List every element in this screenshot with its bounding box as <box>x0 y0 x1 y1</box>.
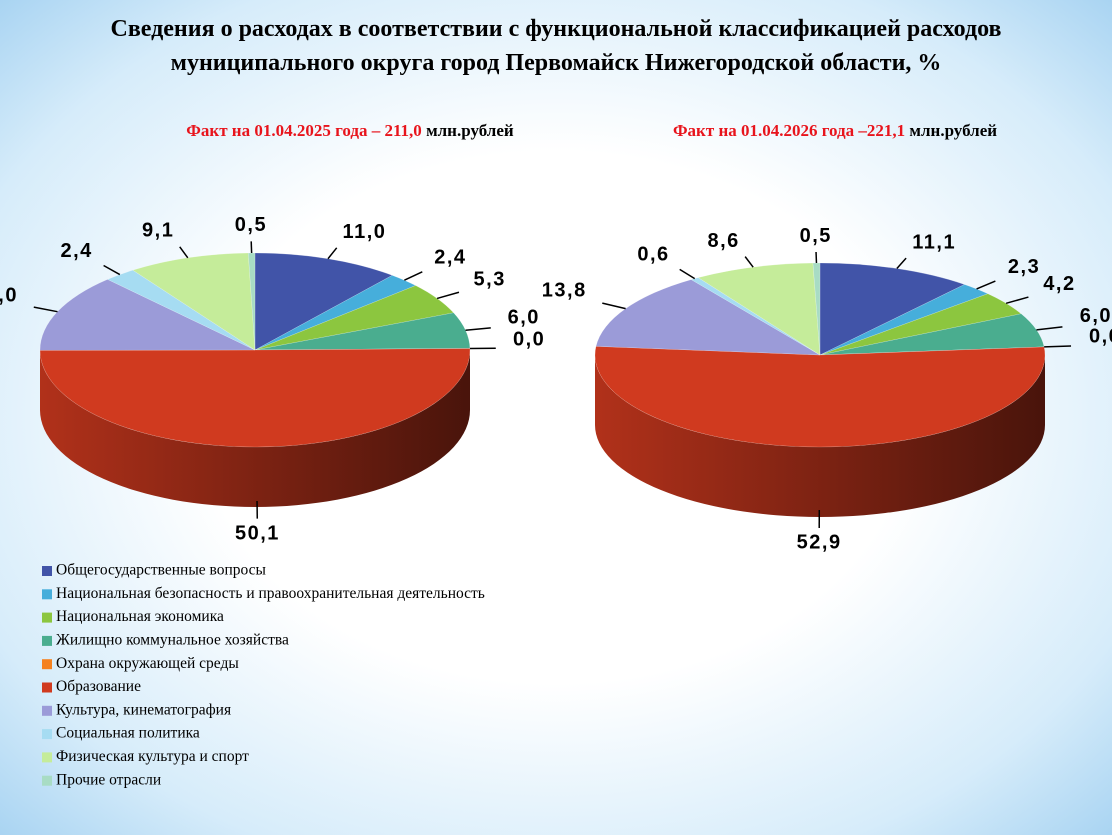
data-label: 0,5 <box>235 214 267 236</box>
data-label: 52,9 <box>797 532 842 554</box>
data-label: 11,0 <box>343 221 387 243</box>
data-label: 9,1 <box>142 220 174 242</box>
data-label: 6,0 <box>1080 305 1112 327</box>
legend-swatch <box>42 775 52 786</box>
data-label: 11,1 <box>912 232 956 254</box>
legend-label: Прочие отрасли <box>56 771 161 788</box>
pie-side <box>40 350 471 508</box>
legend-swatch <box>42 659 52 670</box>
data-label: 0,0 <box>1089 326 1112 348</box>
data-label: 0,0 <box>513 328 545 350</box>
pie-slice <box>690 277 821 356</box>
subtitle-unit: млн.рублей <box>426 121 514 140</box>
leader-line <box>404 271 423 281</box>
pie-slice <box>132 252 256 351</box>
subtitle-unit: млн.рублей <box>909 121 997 140</box>
legend-swatch <box>42 566 52 576</box>
legend-swatch <box>42 752 52 763</box>
leader-line <box>465 327 491 332</box>
pie-slice <box>39 279 256 351</box>
leader-line <box>1005 296 1029 305</box>
data-label: 0,6 <box>637 244 669 266</box>
legend-swatch <box>42 612 52 623</box>
data-label: 2,4 <box>434 247 466 269</box>
pie-side <box>595 355 1045 517</box>
legend-label: Культура, кинематография <box>56 701 231 718</box>
legend-label: Национальная экономика <box>56 608 224 625</box>
subtitle: Факт на 01.04.2025 года – 211,0 млн.рубл… <box>186 121 514 140</box>
legend-label: Физическая культура и спорт <box>56 748 249 765</box>
pie-slice <box>819 313 1045 356</box>
leader-line <box>103 264 121 276</box>
legend-swatch <box>42 635 52 646</box>
pie-slice <box>254 348 470 351</box>
chart-title: Сведения о расходах в соответствии с фун… <box>111 16 1002 42</box>
data-label: 50,1 <box>235 523 280 545</box>
pie-slice <box>595 279 821 356</box>
data-label: 8,6 <box>707 230 739 252</box>
leader-line <box>602 302 626 310</box>
data-label: 2,3 <box>1008 256 1040 278</box>
leader-line <box>1036 326 1063 331</box>
legend-label: Жилищно коммунальное хозяйства <box>56 631 289 648</box>
leader-line <box>179 246 189 259</box>
data-label: 6,0 <box>508 307 540 329</box>
leader-line <box>679 268 696 280</box>
data-label: 13,8 <box>542 280 587 302</box>
chart-title: муниципального округа город Первомайск Н… <box>171 50 942 76</box>
pie-slice <box>254 275 417 351</box>
subtitle: Факт на 01.04.2026 года –221,1 млн.рубле… <box>673 121 997 140</box>
data-label: 13,0 <box>0 284 18 306</box>
pie-slice <box>254 285 455 351</box>
subtitle-text: Факт на 01.04.2025 года – 211,0 <box>186 121 422 140</box>
leader-line <box>1044 345 1072 348</box>
pie-slice <box>254 252 393 351</box>
legend-label: Охрана окружающей среды <box>56 655 239 672</box>
leader-line <box>976 280 996 290</box>
leader-line <box>896 257 907 270</box>
legend-label: Социальная политика <box>56 725 200 742</box>
subtitle-text: Факт на 01.04.2026 года –221,1 <box>673 121 905 140</box>
pie-slice <box>594 346 1046 448</box>
legend-label: Национальная безопасность и правоохранит… <box>56 585 485 602</box>
leader-line <box>33 306 58 313</box>
legend-swatch <box>42 729 52 740</box>
legend-label: Общегосударственные вопросы <box>56 562 267 579</box>
data-label: 5,3 <box>474 268 506 290</box>
pie-slice <box>819 262 966 356</box>
pie-slice <box>39 348 471 448</box>
legend-swatch <box>42 705 52 716</box>
data-label: 0,5 <box>800 225 832 247</box>
leader-line <box>436 291 460 300</box>
pie-slice <box>819 293 1022 356</box>
pie-slice <box>254 312 471 351</box>
data-label: 4,2 <box>1043 273 1075 295</box>
legend-label: Образование <box>56 678 141 695</box>
legend-swatch <box>42 682 52 693</box>
legend-swatch <box>42 589 52 600</box>
leader-line <box>327 247 338 260</box>
leader-line <box>744 256 754 268</box>
data-label: 2,4 <box>60 240 92 262</box>
